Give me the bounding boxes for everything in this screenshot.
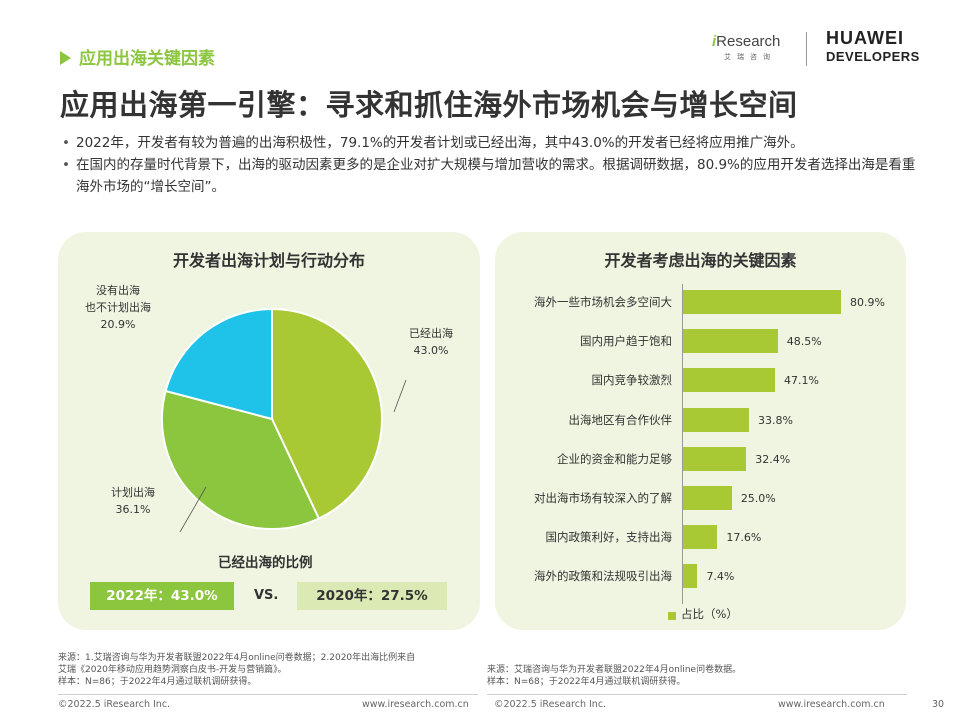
iresearch-logo-sub: 艾瑞咨询 — [724, 53, 776, 61]
leader-line-already — [393, 379, 407, 413]
footer-divider-right — [487, 694, 907, 695]
bar-panel — [495, 232, 906, 630]
note-line: 样本：N=86；于2022年4月通过联机调研获得。 — [58, 677, 257, 687]
footer-copyright-right: ©2022.5 iResearch Inc. — [494, 699, 607, 710]
note-line: 来源：艾瑞咨询与华为开发者联盟2022年4月online问卷数据。 — [487, 665, 742, 675]
page-title: 应用出海第一引擎：寻求和抓住海外市场机会与增长空间 — [60, 88, 798, 122]
comparison-title: 已经出海的比例 — [218, 555, 313, 571]
huawei-logo-line2: DEVELOPERS — [826, 49, 920, 64]
pie-label-none-value: 20.9% — [100, 318, 136, 331]
section-tag: 应用出海关键因素 — [60, 44, 215, 69]
footer-url-right: www.iresearch.com.cn — [778, 699, 885, 710]
iresearch-logo-i: i — [712, 33, 717, 50]
pie-label-already-value: 43.0% — [413, 344, 449, 357]
pie-label-planned-text: 计划出海 — [111, 486, 155, 499]
iresearch-logo: iResearch 艾瑞咨询 — [712, 33, 804, 73]
pie-label-none: 没有出海 也不计划出海 20.9% — [70, 282, 166, 333]
pie-slice-none — [164, 307, 273, 421]
pie-chart-title: 开发者出海计划与行动分布 — [172, 251, 365, 270]
pie-label-planned: 计划出海 36.1% — [98, 484, 168, 518]
section-tag-label: 应用出海关键因素 — [79, 49, 215, 69]
logo-divider — [806, 32, 807, 66]
comparison-vs: VS. — [254, 588, 279, 603]
huawei-logo-line1: HUAWEI — [826, 28, 904, 48]
footer-url-left: www.iresearch.com.cn — [362, 699, 469, 710]
source-note-right: 来源：艾瑞咨询与华为开发者联盟2022年4月online问卷数据。 样本：N=6… — [487, 664, 741, 688]
leader-line-planned — [179, 486, 207, 533]
note-line: 艾瑞《2020年移动应用趋势洞察白皮书-开发与营销篇》。 — [58, 665, 287, 675]
footer-divider-left — [58, 694, 478, 695]
pie-slice-already — [271, 307, 383, 520]
huawei-developers-logo: HUAWEI DEVELOPERS — [826, 28, 920, 64]
bullet-item: 在国内的存量时代背景下，出海的驱动因素更多的是企业对扩大规模与增加营收的需求。根… — [60, 154, 920, 198]
iresearch-logo-text: iResearch — [712, 33, 804, 50]
bar-chart-title: 开发者考虑出海的关键因素 — [604, 251, 797, 270]
note-line: 样本：N=68；于2022年4月通过联机调研获得。 — [487, 677, 686, 687]
legend-label: 占比（%） — [681, 607, 738, 621]
source-note-left: 来源：1.艾瑞咨询与华为开发者联盟2022年4月online问卷数据；2.202… — [58, 652, 415, 688]
pie-label-planned-value: 36.1% — [115, 503, 151, 516]
bullet-item: 2022年，开发者有较为普遍的出海积极性，79.1%的开发者计划或已经出海，其中… — [60, 132, 920, 154]
comparison-2020-box: 2020年：27.5% — [297, 582, 447, 610]
note-line: 来源：1.艾瑞咨询与华为开发者联盟2022年4月online问卷数据；2.202… — [58, 653, 416, 663]
legend-swatch — [668, 612, 676, 620]
pie-label-none-text: 没有出海 也不计划出海 — [85, 284, 151, 314]
footer-copyright-left: ©2022.5 iResearch Inc. — [58, 699, 171, 710]
pie-label-already: 已经出海 43.0% — [398, 325, 464, 359]
triangle-icon — [60, 51, 71, 65]
pie-chart — [161, 307, 407, 533]
iresearch-logo-main: Research — [716, 33, 781, 50]
comparison-2022-box: 2022年：43.0% — [90, 582, 234, 610]
pie-label-already-text: 已经出海 — [409, 327, 453, 340]
summary-bullets: 2022年，开发者有较为普遍的出海积极性，79.1%的开发者计划或已经出海，其中… — [60, 132, 920, 198]
page-number: 30 — [932, 699, 945, 710]
